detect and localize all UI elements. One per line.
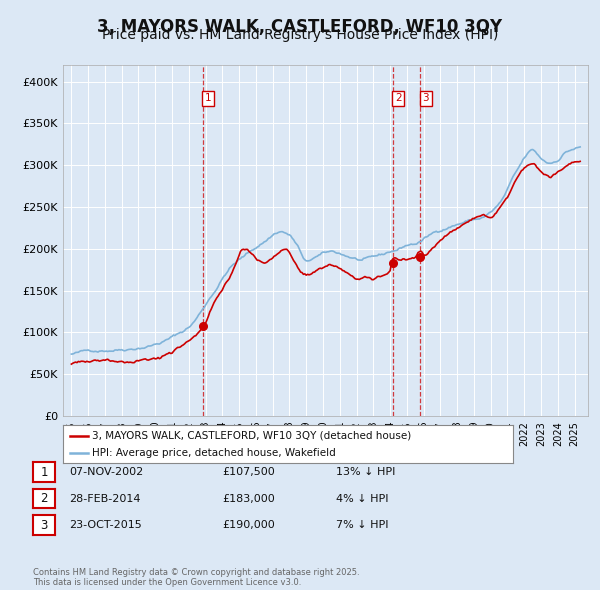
Text: HPI: Average price, detached house, Wakefield: HPI: Average price, detached house, Wake… [92,448,336,458]
Text: 07-NOV-2002: 07-NOV-2002 [69,467,143,477]
Text: 3: 3 [422,93,429,103]
Text: 2: 2 [395,93,401,103]
Text: 7% ↓ HPI: 7% ↓ HPI [336,520,389,530]
Text: 13% ↓ HPI: 13% ↓ HPI [336,467,395,477]
Text: 3: 3 [40,519,48,532]
Text: 28-FEB-2014: 28-FEB-2014 [69,494,140,503]
Text: 23-OCT-2015: 23-OCT-2015 [69,520,142,530]
Text: 4% ↓ HPI: 4% ↓ HPI [336,494,389,503]
Text: 1: 1 [205,93,212,103]
Text: £183,000: £183,000 [222,494,275,503]
Text: 3, MAYORS WALK, CASTLEFORD, WF10 3QY: 3, MAYORS WALK, CASTLEFORD, WF10 3QY [97,18,503,36]
Text: Price paid vs. HM Land Registry's House Price Index (HPI): Price paid vs. HM Land Registry's House … [102,28,498,42]
Text: £107,500: £107,500 [222,467,275,477]
Text: 2: 2 [40,492,48,505]
Text: 1: 1 [40,466,48,478]
Text: Contains HM Land Registry data © Crown copyright and database right 2025.
This d: Contains HM Land Registry data © Crown c… [33,568,359,587]
Text: 3, MAYORS WALK, CASTLEFORD, WF10 3QY (detached house): 3, MAYORS WALK, CASTLEFORD, WF10 3QY (de… [92,431,412,441]
Text: £190,000: £190,000 [222,520,275,530]
